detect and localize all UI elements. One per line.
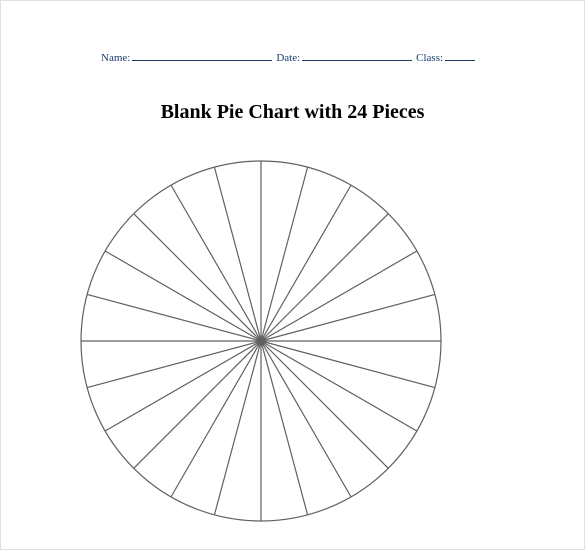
page-title: Blank Pie Chart with 24 Pieces [1,101,584,124]
pie-chart-svg [76,156,446,526]
class-underline [445,49,475,61]
header-form-row: Name: Date: Class: [101,49,524,64]
class-label: Class: [416,52,443,64]
date-underline [302,49,412,61]
name-label: Name: [101,52,130,64]
name-underline [132,49,272,61]
pie-chart-container [76,156,446,526]
date-label: Date: [276,52,300,64]
